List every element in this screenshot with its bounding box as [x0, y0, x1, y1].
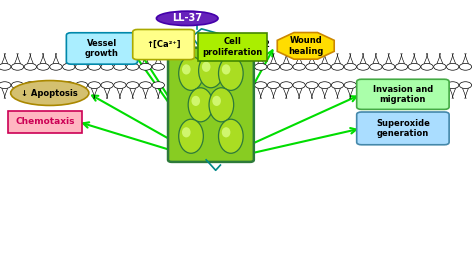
FancyBboxPatch shape: [168, 48, 254, 162]
FancyBboxPatch shape: [198, 34, 266, 61]
FancyBboxPatch shape: [66, 33, 137, 64]
Circle shape: [88, 63, 100, 70]
Circle shape: [383, 82, 395, 89]
Circle shape: [370, 82, 382, 89]
Circle shape: [421, 82, 433, 89]
Circle shape: [11, 63, 24, 70]
Circle shape: [101, 82, 113, 89]
Circle shape: [306, 82, 318, 89]
Circle shape: [50, 63, 62, 70]
Circle shape: [11, 82, 24, 89]
Text: ↑[Ca²⁺]: ↑[Ca²⁺]: [146, 40, 181, 49]
Polygon shape: [277, 32, 334, 59]
Circle shape: [280, 82, 292, 89]
Circle shape: [408, 63, 420, 70]
Ellipse shape: [182, 127, 191, 137]
Circle shape: [114, 63, 126, 70]
Circle shape: [357, 63, 369, 70]
Ellipse shape: [222, 64, 230, 75]
Circle shape: [408, 82, 420, 89]
Circle shape: [63, 82, 75, 89]
Circle shape: [139, 82, 152, 89]
Circle shape: [127, 82, 139, 89]
Ellipse shape: [212, 96, 221, 106]
Circle shape: [0, 63, 11, 70]
Circle shape: [447, 82, 459, 89]
Circle shape: [152, 82, 164, 89]
Text: Chemotaxis: Chemotaxis: [15, 117, 75, 126]
Ellipse shape: [179, 56, 203, 90]
Text: Wound
healing: Wound healing: [288, 36, 323, 56]
Circle shape: [37, 63, 49, 70]
Text: LL-37: LL-37: [172, 13, 202, 23]
Ellipse shape: [219, 56, 243, 90]
FancyBboxPatch shape: [356, 79, 449, 110]
Ellipse shape: [219, 119, 243, 153]
Circle shape: [344, 63, 356, 70]
Circle shape: [459, 82, 472, 89]
Circle shape: [24, 63, 36, 70]
Circle shape: [459, 63, 472, 70]
Ellipse shape: [156, 11, 218, 26]
Circle shape: [255, 63, 267, 70]
Ellipse shape: [182, 64, 191, 75]
Ellipse shape: [199, 54, 223, 88]
Circle shape: [319, 82, 331, 89]
Circle shape: [37, 82, 49, 89]
Circle shape: [24, 82, 36, 89]
Circle shape: [280, 63, 292, 70]
Circle shape: [434, 63, 446, 70]
Circle shape: [139, 63, 152, 70]
Circle shape: [0, 82, 11, 89]
Circle shape: [447, 63, 459, 70]
Circle shape: [114, 82, 126, 89]
Circle shape: [344, 82, 356, 89]
Circle shape: [152, 63, 164, 70]
Circle shape: [63, 63, 75, 70]
Circle shape: [101, 63, 113, 70]
Circle shape: [331, 82, 344, 89]
Text: FPR2: FPR2: [244, 40, 270, 49]
Ellipse shape: [202, 62, 210, 72]
Circle shape: [357, 82, 369, 89]
Ellipse shape: [179, 119, 203, 153]
Circle shape: [50, 82, 62, 89]
Text: Invasion and
migration: Invasion and migration: [373, 85, 433, 104]
FancyBboxPatch shape: [356, 112, 449, 145]
Circle shape: [306, 63, 318, 70]
Circle shape: [395, 82, 408, 89]
Circle shape: [421, 63, 433, 70]
Circle shape: [293, 82, 305, 89]
Circle shape: [383, 63, 395, 70]
Circle shape: [75, 82, 88, 89]
Circle shape: [370, 63, 382, 70]
Circle shape: [267, 82, 280, 89]
Circle shape: [434, 82, 446, 89]
Circle shape: [127, 63, 139, 70]
Circle shape: [75, 63, 88, 70]
Text: Superoxide
generation: Superoxide generation: [376, 119, 430, 138]
Circle shape: [293, 63, 305, 70]
Circle shape: [319, 63, 331, 70]
Circle shape: [88, 82, 100, 89]
Text: ↓ Apoptosis: ↓ Apoptosis: [21, 89, 78, 97]
FancyBboxPatch shape: [133, 30, 194, 60]
Ellipse shape: [222, 127, 230, 137]
Circle shape: [267, 63, 280, 70]
Ellipse shape: [209, 88, 234, 122]
Ellipse shape: [10, 81, 89, 105]
Text: Cell
proliferation: Cell proliferation: [202, 37, 263, 57]
Circle shape: [331, 63, 344, 70]
Circle shape: [395, 63, 408, 70]
Ellipse shape: [191, 96, 200, 106]
Circle shape: [255, 82, 267, 89]
Ellipse shape: [188, 88, 213, 122]
FancyBboxPatch shape: [9, 111, 82, 133]
Text: Vessel
growth: Vessel growth: [85, 39, 119, 58]
